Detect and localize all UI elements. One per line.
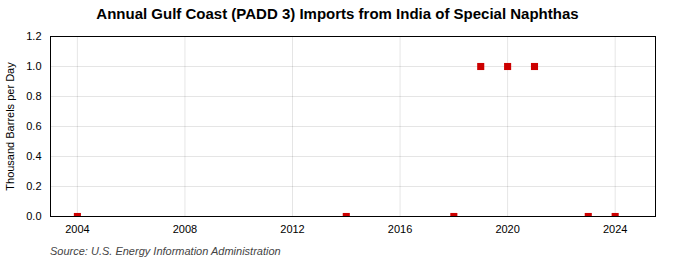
svg-text:0.2: 0.2 — [26, 180, 41, 192]
svg-text:0.8: 0.8 — [26, 90, 41, 102]
svg-text:1.2: 1.2 — [26, 30, 41, 42]
svg-text:2004: 2004 — [65, 223, 89, 235]
html-text:Source: U.S. Energy Informatio: Source: U.S. Energy Information Administ… — [50, 245, 281, 257]
svg-text:0.0: 0.0 — [26, 210, 41, 222]
svg-text:2008: 2008 — [173, 223, 197, 235]
svg-text:0.4: 0.4 — [26, 150, 41, 162]
svg-text:2020: 2020 — [495, 223, 519, 235]
svg-text:2012: 2012 — [280, 223, 304, 235]
svg-text:2016: 2016 — [388, 223, 412, 235]
svg-text:1.0: 1.0 — [26, 60, 41, 72]
svg-text:0.6: 0.6 — [26, 120, 41, 132]
svg-text:2024: 2024 — [603, 223, 627, 235]
html-text:Annual Gulf Coast (PADD 3) Imp: Annual Gulf Coast (PADD 3) Imports from … — [96, 5, 579, 22]
svg-text:Thousand Barrels per Day: Thousand Barrels per Day — [4, 62, 16, 191]
